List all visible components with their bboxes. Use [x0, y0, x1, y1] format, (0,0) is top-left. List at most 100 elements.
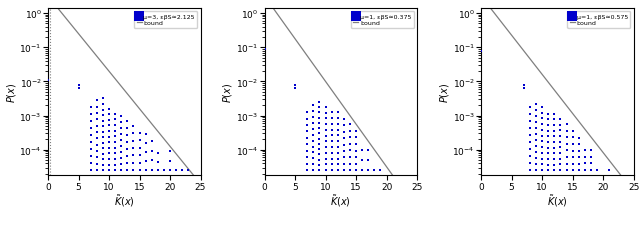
Point — [345, 136, 355, 140]
Point — [345, 155, 355, 159]
Point — [141, 160, 151, 163]
Point — [326, 146, 337, 149]
Point — [556, 169, 566, 172]
Point — [537, 163, 547, 166]
Point — [110, 129, 120, 133]
Point — [561, 142, 572, 146]
bound — [483, 3, 491, 6]
Point — [531, 144, 541, 148]
Point — [549, 146, 559, 150]
Point — [110, 112, 120, 116]
Point — [116, 132, 126, 136]
Point — [134, 139, 145, 142]
Point — [525, 148, 535, 151]
bound — [51, 3, 58, 6]
Point — [345, 169, 355, 172]
Point — [537, 169, 547, 172]
Point — [122, 162, 132, 165]
Point — [104, 169, 114, 172]
Point — [165, 150, 175, 153]
Point — [259, 48, 269, 52]
bound — [72, 31, 80, 33]
Point — [573, 156, 584, 159]
Point — [104, 130, 114, 133]
bound — [383, 167, 391, 169]
Point — [326, 134, 337, 137]
Point — [308, 163, 319, 166]
Point — [308, 151, 319, 155]
Point — [86, 113, 96, 116]
Point — [314, 127, 324, 130]
Point — [556, 129, 566, 133]
Point — [531, 169, 541, 172]
Point — [86, 134, 96, 137]
Point — [531, 133, 541, 136]
Point — [302, 137, 312, 140]
Point — [153, 160, 163, 164]
Point — [326, 117, 337, 120]
Y-axis label: $P(x)$: $P(x)$ — [221, 82, 234, 102]
bound — [184, 167, 191, 169]
Point — [543, 112, 554, 116]
Point — [308, 133, 319, 137]
Point — [116, 162, 126, 166]
Point — [525, 127, 535, 130]
Point — [98, 136, 108, 139]
Point — [165, 159, 175, 163]
bound — [53, 7, 61, 10]
Point — [308, 116, 319, 119]
Point — [531, 163, 541, 166]
Point — [92, 112, 102, 115]
Point — [531, 114, 541, 118]
Point — [147, 149, 157, 153]
Point — [556, 163, 566, 166]
Point — [556, 152, 566, 155]
Point — [98, 114, 108, 117]
Point — [561, 123, 572, 126]
Point — [92, 99, 102, 103]
Point — [141, 151, 151, 154]
Point — [122, 169, 132, 172]
Point — [116, 157, 126, 160]
Point — [339, 137, 349, 140]
Point — [147, 159, 157, 163]
bound — [504, 31, 512, 33]
Point — [326, 163, 337, 166]
Point — [92, 150, 102, 153]
Point — [573, 149, 584, 153]
Point — [333, 122, 343, 126]
Point — [525, 169, 535, 172]
Point — [116, 138, 126, 142]
bound — [616, 173, 624, 176]
Point — [549, 124, 559, 127]
Point — [333, 134, 343, 137]
Point — [321, 151, 331, 155]
Point — [333, 157, 343, 161]
Point — [92, 118, 102, 122]
Point — [122, 147, 132, 151]
Point — [321, 129, 331, 132]
Point — [549, 141, 559, 144]
Point — [518, 84, 529, 87]
Point — [116, 126, 126, 130]
Point — [357, 158, 367, 162]
Point — [543, 118, 554, 122]
Point — [568, 143, 578, 146]
Point — [177, 169, 188, 172]
Point — [134, 154, 145, 157]
Point — [351, 169, 361, 172]
Point — [165, 169, 175, 172]
Point — [531, 126, 541, 130]
Point — [543, 146, 554, 150]
Point — [321, 106, 331, 109]
Point — [525, 155, 535, 158]
Point — [92, 105, 102, 109]
Point — [580, 155, 590, 159]
Point — [98, 163, 108, 167]
Point — [549, 112, 559, 116]
Point — [357, 169, 367, 172]
Point — [110, 163, 120, 166]
Point — [134, 146, 145, 150]
Point — [98, 119, 108, 123]
Point — [98, 158, 108, 161]
